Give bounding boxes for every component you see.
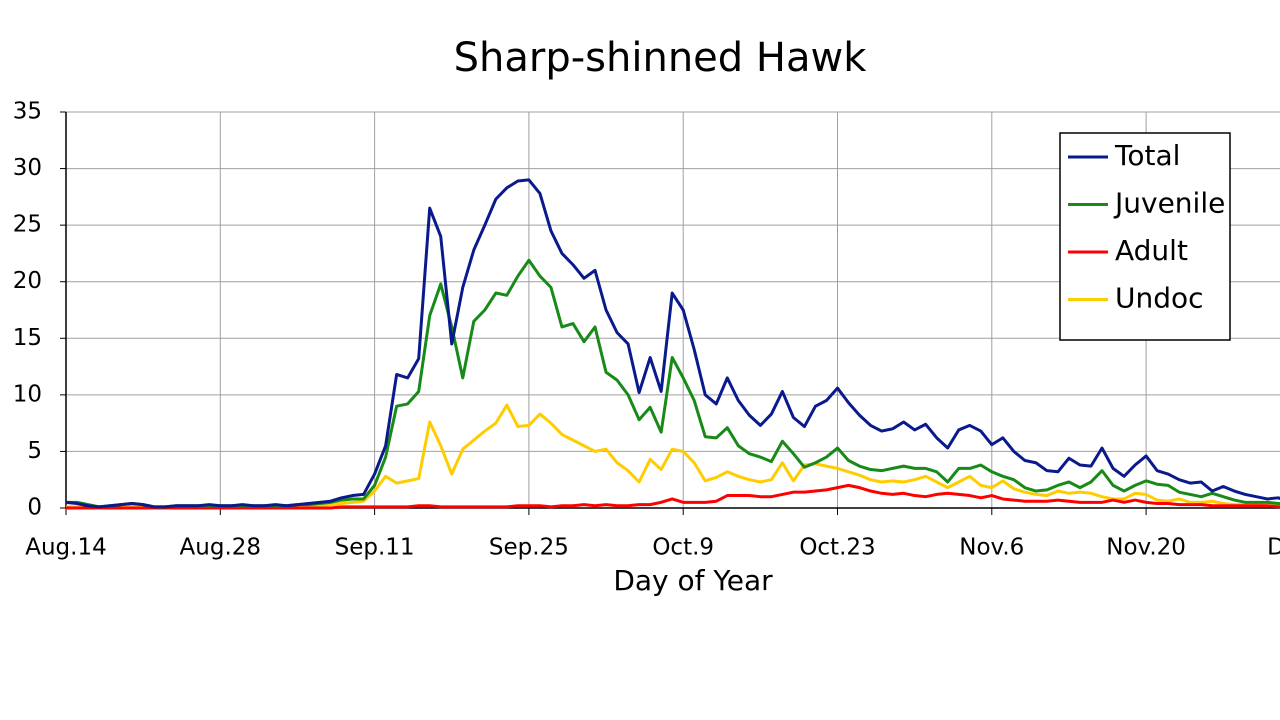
legend-label: Juvenile: [1113, 187, 1225, 220]
series-line: [65, 178, 1280, 509]
legend-label: Total: [1114, 139, 1180, 172]
x-tick-label: Aug.14: [25, 535, 107, 561]
plot: [65, 178, 1280, 510]
y-tick-label: 5: [27, 438, 42, 464]
y-tick-label: 20: [13, 268, 42, 294]
x-tick-label: Aug.28: [180, 535, 262, 561]
y-tick-label: 25: [13, 212, 42, 238]
x-tick-label: Oct.9: [652, 535, 714, 561]
y-tick-label: 0: [27, 495, 42, 521]
legend: Total Juvenile Adult Undoc: [1059, 132, 1231, 341]
y-tick-label: 35: [13, 99, 42, 125]
x-tick-label: Sep.11: [335, 535, 415, 561]
x-tick-label: Oct.23: [799, 535, 875, 561]
series-line: [66, 483, 1280, 510]
y-tick-label: 15: [13, 325, 42, 351]
grid: 0 5 10 15 20 25 30 35 Aug.14 Aug.28 Sep.11 Sep.25 Oc…: [13, 99, 1280, 561]
x-tick-label: Dec.4: [1267, 535, 1280, 561]
y-tick-label: 10: [13, 381, 42, 407]
chart-title: Sharp-shinned Hawk: [454, 35, 868, 81]
legend-box: [1059, 132, 1231, 341]
x-tick-label: Nov.20: [1106, 535, 1186, 561]
y-tick-label: 30: [13, 155, 42, 181]
legend-label: Adult: [1115, 234, 1188, 267]
x-tick-label: Sep.25: [489, 535, 569, 561]
x-tick-label: Nov.6: [959, 535, 1024, 561]
legend-label: Undoc: [1115, 282, 1204, 315]
x-axis-title: Day of Year: [613, 564, 773, 597]
